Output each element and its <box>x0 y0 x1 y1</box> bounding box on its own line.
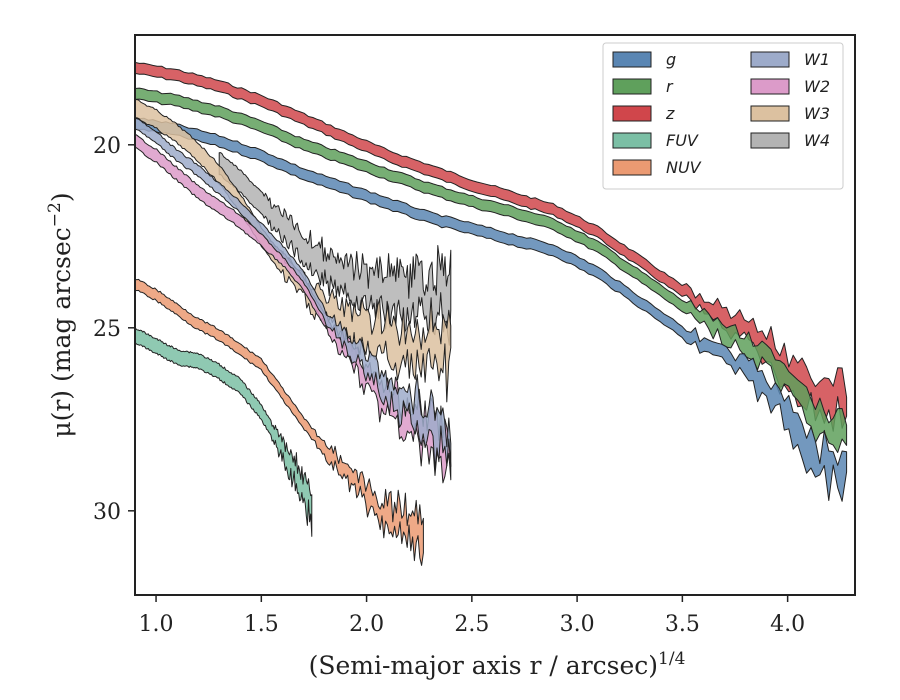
y-tick-label: 30 <box>93 500 121 525</box>
band-z <box>135 61 848 432</box>
legend-swatch-w2 <box>750 78 790 95</box>
x-tick-label: 1.5 <box>244 612 279 637</box>
legend-swatch-w3 <box>750 105 790 122</box>
legend-swatch-w1 <box>750 51 790 68</box>
x-axis-title: (Semi-major axis r / arcsec)1/4 <box>309 649 686 680</box>
y-axis-ticks: 20 25 30 <box>93 134 135 525</box>
x-tick-label: 2.0 <box>349 612 384 637</box>
legend-swatch-nuv <box>612 159 652 176</box>
legend-label-nuv: NUV <box>666 158 702 177</box>
legend-swatch-w4 <box>750 132 790 149</box>
y-tick-label: 25 <box>93 317 121 342</box>
legend-label-z: z <box>665 104 675 123</box>
band-r <box>135 87 848 453</box>
band-nuv <box>135 278 424 566</box>
band-g <box>135 117 848 502</box>
x-tick-label: 4.0 <box>770 612 805 637</box>
legend-swatch-fuv <box>612 132 652 149</box>
x-tick-label: 1.0 <box>139 612 174 637</box>
band-w4 <box>218 152 452 346</box>
legend-label-g: g <box>666 50 676 69</box>
y-axis-title: μ(r) (mag arcsec−2) <box>45 192 76 437</box>
legend-label-fuv: FUV <box>666 131 699 150</box>
band-w1 <box>135 117 452 470</box>
band-w2 <box>135 133 452 484</box>
legend-swatch-z <box>612 105 652 122</box>
legend-label-w4: W4 <box>804 131 830 150</box>
legend-label-w1: W1 <box>804 50 830 69</box>
band-fuv <box>135 327 313 537</box>
x-tick-label: 2.5 <box>454 612 489 637</box>
x-tick-label: 3.0 <box>560 612 595 637</box>
y-tick-label: 20 <box>93 134 121 159</box>
legend-label-w2: W2 <box>804 77 830 96</box>
legend-label-w3: W3 <box>804 104 830 123</box>
legend-swatch-r <box>612 78 652 95</box>
legend-label-r: r <box>666 77 674 96</box>
x-tick-label: 3.5 <box>665 612 700 637</box>
profile-bands <box>135 61 848 566</box>
legend-swatch-g <box>612 51 652 68</box>
x-axis-ticks: 1.0 1.5 2.0 2.5 3.0 3.5 4.0 <box>139 595 805 637</box>
legend: grz FUV NUV W1 W2 W3 W4 <box>602 42 844 190</box>
plot-frame <box>134 34 856 596</box>
